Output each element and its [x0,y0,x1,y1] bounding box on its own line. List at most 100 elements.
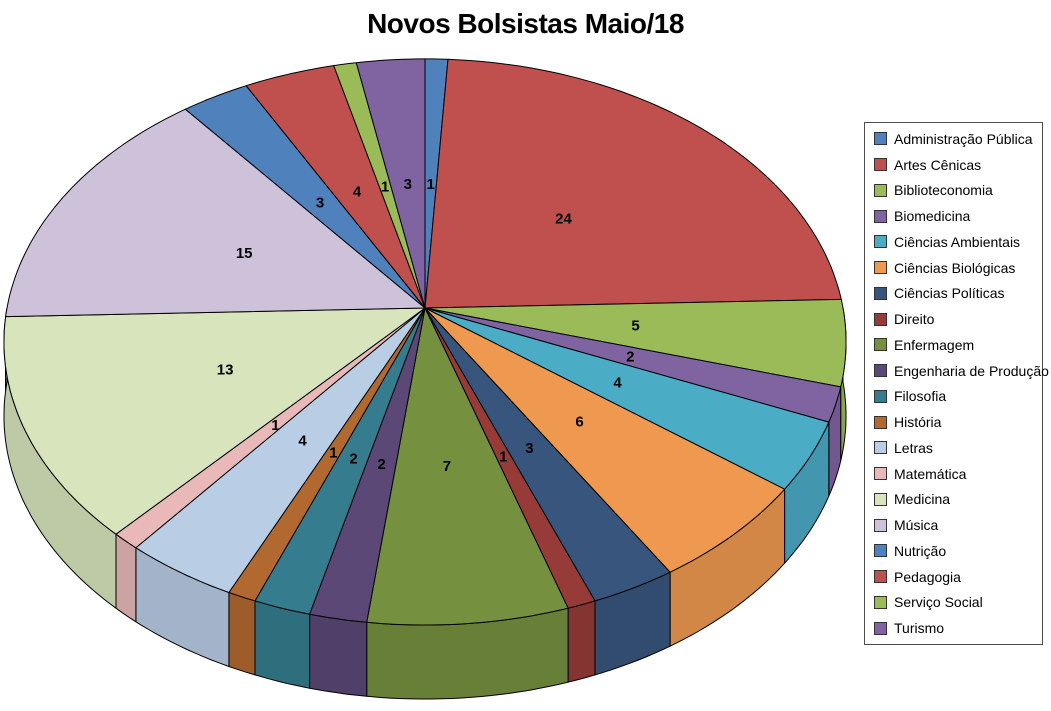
legend-label: Turismo [894,620,945,637]
legend-label: Direito [894,311,935,328]
legend-item-ciencias-biologicas: Ciências Biológicas [865,261,1042,275]
pie-slice-side-filosofia [254,600,311,689]
legend-label: Matemática [894,465,967,482]
legend: Administração Pública Artes Cênicas Biblio… [864,122,1049,645]
legend-swatch-icon [874,132,887,146]
slice-value-label-musica: 15 [236,245,253,262]
legend-label: Engenharia de Produção [894,362,1049,379]
legend-item-artes-cenicas: Artes Cênicas [865,158,1042,172]
pie-slice-ciencias-ambientais [424,307,830,490]
legend-label: Biomedicina [894,208,971,225]
legend-item-filosofia: Filosofia [865,389,1042,403]
pie-slice-ciencias-biologicas [424,307,786,573]
legend-item-enfermagem: Enfermagem [865,338,1042,352]
slice-value-label-filosofia: 2 [349,450,357,467]
slice-value-label-direito: 1 [499,449,507,466]
legend-item-biblioteconomia: Biblioteconomia [865,183,1042,197]
legend-label: Administração Pública [894,130,1033,147]
slice-value-label-artes-cenicas: 24 [555,211,572,228]
pie-slice-side-direito [567,600,596,683]
legend-label: Serviço Social [894,594,983,611]
legend-swatch-icon [874,183,887,197]
legend-label: Filosofia [894,388,947,405]
legend-label: Medicina [894,491,951,508]
pie-slice-side-engenharia-de-producao [309,613,368,697]
slice-value-label-engenharia-de-producao: 2 [377,456,385,473]
legend-label: História [894,414,942,431]
slice-value-label-ciencias-ambientais: 4 [613,374,622,391]
legend-item-historia: História [865,415,1042,429]
pie-slice-turismo [355,58,426,309]
legend-item-musica: Música [865,518,1042,532]
legend-item-matematica: Matemática [865,467,1042,481]
legend-swatch-icon [874,286,887,300]
slice-value-label-nutricao: 3 [316,195,324,212]
chart-title: Novos Bolsistas Maio/18 [367,8,684,39]
legend-item-turismo: Turismo [865,621,1042,635]
legend-swatch-icon [874,492,887,506]
pie-slice-biomedicina [424,307,842,423]
legend-swatch-icon [874,261,887,275]
legend-item-direito: Direito [865,312,1042,326]
legend-item-ciencias-politicas: Ciências Políticas [865,286,1042,300]
legend-item-administracao-publica: Administração Pública [865,132,1042,146]
pie-slice-nutricao [184,85,426,309]
legend-item-pedagogia: Pedagogia [865,570,1042,584]
slice-value-label-enfermagem: 7 [443,458,451,475]
legend-swatch-icon [874,621,887,635]
slice-value-label-administracao-publica: 1 [427,176,435,193]
legend-label: Enfermagem [894,336,975,353]
legend-item-medicina: Medicina [865,492,1042,506]
legend-item-biomedicina: Biomedicina [865,209,1042,223]
legend-swatch-icon [874,209,887,223]
legend-label: Ciências Políticas [894,285,1005,302]
legend-item-nutricao: Nutrição [865,544,1042,558]
slice-value-label-ciencias-biologicas: 6 [575,413,583,430]
slice-value-label-historia: 1 [329,445,337,462]
pie-slice-artes-cenicas [424,58,842,309]
legend-label: Letras [894,439,933,456]
pie-slice-filosofia [254,307,426,615]
pie-slice-ciencias-politicas [424,307,671,602]
pie-slice-letras [135,307,426,593]
legend-item-servico-social: Serviço Social [865,595,1042,609]
legend-swatch-icon [874,235,887,249]
slice-value-label-pedagogia: 4 [353,183,362,200]
legend-swatch-icon [874,158,887,172]
legend-label: Pedagogia [894,568,961,585]
legend-label: Música [894,517,939,534]
legend-label: Ciências Ambientais [894,233,1021,250]
legend-swatch-icon [874,415,887,429]
slice-value-label-biomedicina: 2 [626,349,634,366]
legend-item-engenharia-de-producao: Engenharia de Produção [865,364,1049,378]
legend-item-letras: Letras [865,441,1042,455]
slice-value-label-ciencias-politicas: 3 [525,440,533,457]
slice-value-label-letras: 4 [298,432,307,449]
legend-swatch-icon [874,338,887,352]
slice-value-label-servico-social: 1 [381,178,389,195]
legend-swatch-icon [874,467,887,481]
pie-slice-medicina [3,307,426,535]
legend-swatch-icon [874,389,887,403]
slice-value-label-biblioteconomia: 5 [631,318,639,335]
slice-value-label-matematica: 1 [271,417,279,434]
legend-label: Nutrição [894,542,947,559]
legend-item-ciencias-ambientais: Ciências Ambientais [865,235,1042,249]
legend-label: Biblioteconomia [894,182,993,199]
legend-swatch-icon [874,518,887,532]
pie-slice-side-matematica [115,533,137,623]
legend-swatch-icon [874,364,887,378]
pie-slice-musica [5,108,426,318]
legend-label: Ciências Biológicas [894,259,1016,276]
legend-label: Artes Cênicas [894,156,982,173]
legend-swatch-icon [874,544,887,558]
pie-slice-enfermagem [366,307,569,626]
pie-slice-biblioteconomia [424,298,847,388]
pie-slice-side-historia [228,592,256,676]
slice-value-label-medicina: 13 [217,362,234,379]
legend-swatch-icon [874,570,887,584]
pie-slice-engenharia-de-producao [309,307,426,623]
pie-slice-pedagogia [245,65,426,309]
